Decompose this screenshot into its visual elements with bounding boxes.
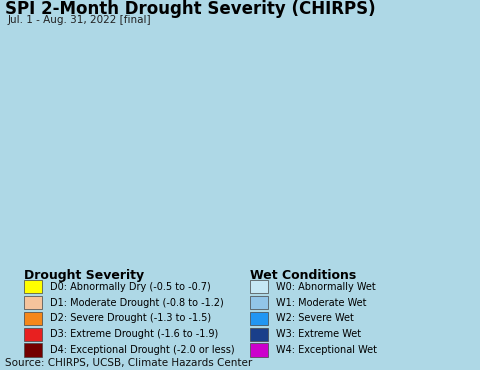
Bar — [24, 296, 42, 309]
Bar — [250, 296, 268, 309]
Text: D4: Exceptional Drought (-2.0 or less): D4: Exceptional Drought (-2.0 or less) — [50, 345, 235, 355]
Text: W1: Moderate Wet: W1: Moderate Wet — [276, 297, 367, 307]
Text: W3: Extreme Wet: W3: Extreme Wet — [276, 329, 361, 339]
Bar — [250, 343, 268, 357]
Text: D3: Extreme Drought (-1.6 to -1.9): D3: Extreme Drought (-1.6 to -1.9) — [50, 329, 219, 339]
Bar — [24, 327, 42, 341]
Bar — [24, 312, 42, 325]
Text: W2: Severe Wet: W2: Severe Wet — [276, 313, 354, 323]
Text: D0: Abnormally Dry (-0.5 to -0.7): D0: Abnormally Dry (-0.5 to -0.7) — [50, 282, 211, 292]
Text: SPI 2-Month Drought Severity (CHIRPS): SPI 2-Month Drought Severity (CHIRPS) — [5, 0, 375, 18]
Text: Drought Severity: Drought Severity — [24, 269, 144, 282]
Bar — [250, 280, 268, 293]
Text: W0: Abnormally Wet: W0: Abnormally Wet — [276, 282, 376, 292]
Bar — [24, 343, 42, 357]
Text: Source: CHIRPS, UCSB, Climate Hazards Center: Source: CHIRPS, UCSB, Climate Hazards Ce… — [5, 358, 252, 368]
Bar — [250, 312, 268, 325]
Text: W4: Exceptional Wet: W4: Exceptional Wet — [276, 345, 377, 355]
Text: Wet Conditions: Wet Conditions — [250, 269, 356, 282]
Text: D2: Severe Drought (-1.3 to -1.5): D2: Severe Drought (-1.3 to -1.5) — [50, 313, 212, 323]
Text: Jul. 1 - Aug. 31, 2022 [final]: Jul. 1 - Aug. 31, 2022 [final] — [7, 15, 151, 25]
Bar — [24, 280, 42, 293]
Text: D1: Moderate Drought (-0.8 to -1.2): D1: Moderate Drought (-0.8 to -1.2) — [50, 297, 224, 307]
Bar — [250, 327, 268, 341]
